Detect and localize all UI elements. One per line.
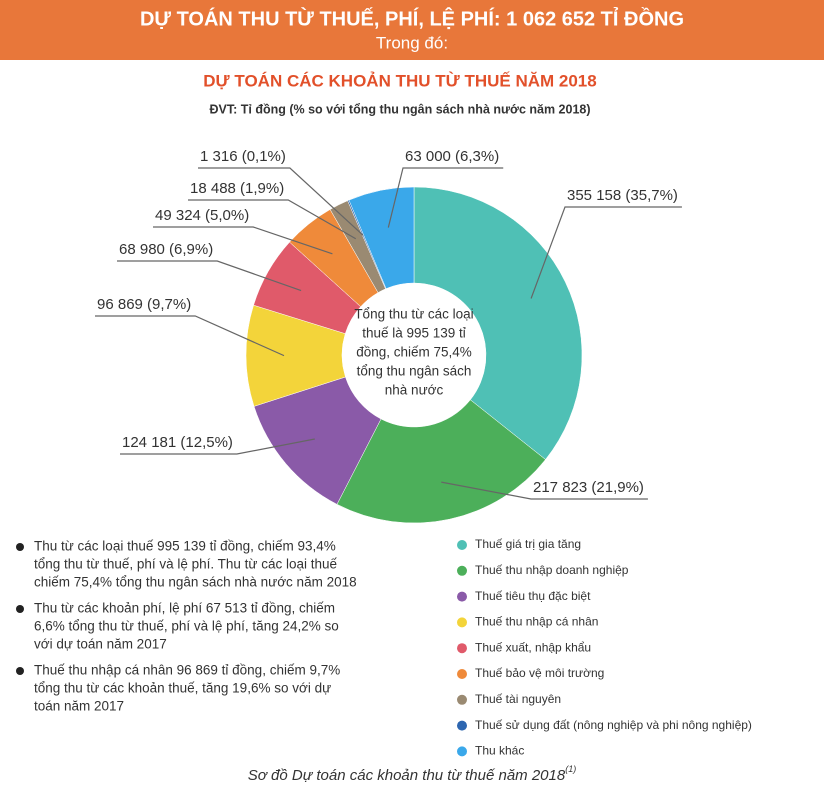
legend-label: Thuế sử dụng đất (nông nghiệp và phi nôn… [475, 718, 752, 732]
bullet [16, 605, 24, 613]
header-band [0, 0, 824, 60]
legend-label: Thuế tiêu thụ đặc biệt [475, 589, 591, 603]
caption-superscript: (1) [565, 764, 576, 774]
data-label: 217 823 (21,9%) [533, 479, 644, 496]
donut-slice [253, 376, 382, 505]
center-text: nhà nước [385, 383, 444, 398]
legend-label: Thuế thu nhập cá nhân [475, 615, 598, 629]
legend-marker [457, 643, 467, 654]
legend-marker [457, 617, 467, 628]
data-label: 1 316 (0,1%) [200, 148, 286, 165]
note-line: tổng thu từ thuế, phí và lệ phí. Thu từ … [34, 557, 338, 572]
chart-subtitle: ĐVT: Tỉ đồng (% so với tổng thu ngân sác… [209, 102, 590, 116]
legend-marker [457, 720, 467, 731]
bullet [16, 543, 24, 551]
legend-label: Thuế tài nguyên [475, 692, 561, 706]
leader-line [530, 206, 682, 299]
note-line: chiếm 75,4% tổng thu ngân sách nhà nước … [34, 575, 357, 590]
header-title: DỰ TOÁN THU TỪ THUẾ, PHÍ, LỆ PHÍ: 1 062 … [140, 6, 684, 30]
bullet [16, 667, 24, 675]
legend-label: Thuế giá trị gia tăng [475, 537, 581, 551]
data-label: 63 000 (6,3%) [405, 148, 499, 165]
center-text: Tổng thu từ các loại [354, 307, 473, 322]
center-text: đồng, chiếm 75,4% [356, 345, 472, 360]
leader-line [441, 481, 648, 500]
legend-label: Thuế xuất, nhập khẩu [475, 640, 591, 654]
leader-line [387, 167, 504, 228]
legend-marker [457, 540, 467, 550]
legend-label: Thuế bảo vệ môi trường [475, 666, 604, 680]
donut-slice [348, 186, 415, 289]
note-line: tổng thu từ các khoản thuế, tăng 19,6% s… [34, 681, 331, 696]
leader-line [117, 260, 302, 292]
legend-marker [457, 746, 467, 757]
caption-text: Sơ đồ Dự toán các khoản thu từ thuế năm … [248, 767, 566, 784]
donut-slice [413, 186, 583, 460]
note-line: với dự toán năm 2017 [34, 637, 167, 652]
note-line: 6,6% tổng thu từ thuế, phí và lệ phí, tă… [34, 619, 339, 634]
leader-line [120, 438, 315, 455]
data-label: 18 488 (1,9%) [190, 180, 284, 197]
caption: Sơ đồ Dự toán các khoản thu từ thuế năm … [248, 764, 576, 784]
center-text: thuế là 995 139 tỉ [362, 326, 466, 341]
chart-title: DỰ TOÁN CÁC KHOẢN THU TỪ THUẾ NĂM 2018 [203, 71, 596, 90]
legend-marker [457, 694, 467, 705]
note-line: Thu từ các loại thuế 995 139 tỉ đồng, ch… [34, 539, 336, 554]
legend-marker [457, 669, 467, 679]
note-line: Thu từ các khoản phí, lệ phí 67 513 tỉ đ… [34, 601, 335, 616]
leader-line [153, 226, 333, 255]
leader-line [198, 167, 364, 236]
header-subtitle: Trong đó: [376, 33, 448, 52]
center-text: tổng thu ngân sách [357, 364, 472, 379]
legend-label: Thu khác [475, 744, 524, 758]
data-label: 96 869 (9,7%) [97, 296, 191, 313]
leader-line [95, 315, 285, 357]
data-label: 68 980 (6,9%) [119, 241, 213, 258]
data-label: 124 181 (12,5%) [122, 434, 233, 451]
note-line: Thuế thu nhập cá nhân 96 869 tỉ đồng, ch… [34, 663, 340, 678]
legend-label: Thuế thu nhập doanh nghiệp [475, 563, 629, 577]
legend-marker [457, 565, 467, 576]
note-line: toán năm 2017 [34, 699, 124, 714]
data-label: 49 324 (5,0%) [155, 207, 249, 224]
data-label: 355 158 (35,7%) [567, 187, 678, 204]
leader-line [188, 199, 357, 240]
legend-marker [457, 591, 467, 602]
